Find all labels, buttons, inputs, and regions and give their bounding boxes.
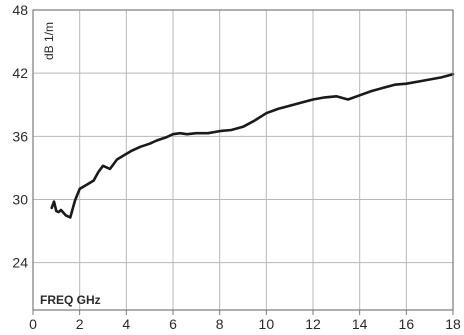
plot-background (33, 10, 453, 310)
x-tick-label: 18 (445, 316, 461, 332)
x-tick-label: 14 (352, 316, 368, 332)
y-tick-labels: 24 30 36 42 48 (12, 2, 28, 271)
series-line (50, 72, 455, 219)
x-tick-label: 0 (29, 316, 37, 332)
y-tick-label: 30 (12, 191, 28, 207)
x-tick-label: 4 (122, 316, 130, 332)
data-series (50, 72, 455, 219)
plot-frame (32, 9, 454, 311)
x-axis-label: FREQ GHz (40, 293, 101, 307)
x-tick-label: 12 (305, 316, 321, 332)
y-tick-label: 42 (12, 65, 28, 81)
x-tick-label: 2 (76, 316, 84, 332)
y-tick-label: 48 (12, 2, 28, 18)
x-tick-labels: 0 2 4 6 8 10 12 14 16 18 (29, 316, 461, 332)
grid-lines (32, 10, 454, 315)
x-tick-label: 8 (216, 316, 224, 332)
x-tick-label: 10 (259, 316, 275, 332)
y-axis-label: dB 1/m (42, 22, 56, 60)
y-tick-label: 24 (12, 255, 28, 271)
x-tick-label: 6 (169, 316, 177, 332)
y-tick-label: 36 (12, 128, 28, 144)
x-tick-label: 16 (399, 316, 415, 332)
